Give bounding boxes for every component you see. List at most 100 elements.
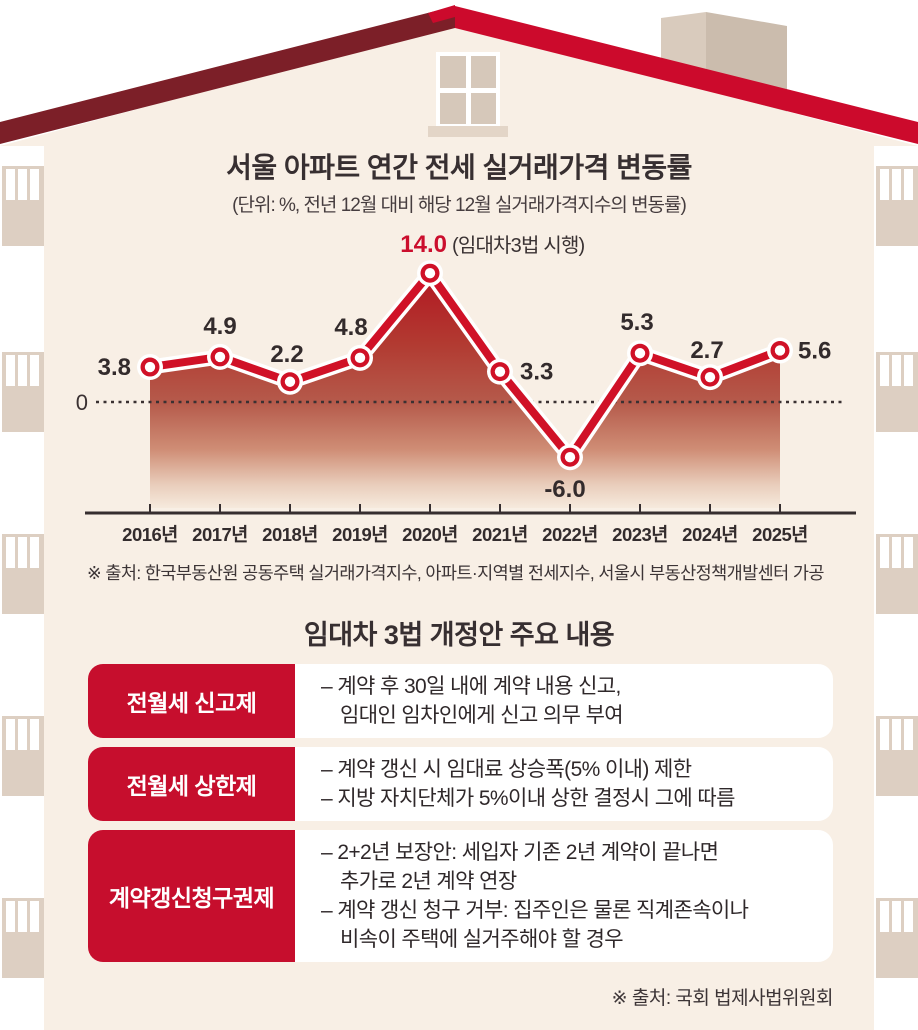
law-table-row-content: – 계약 갱신 시 임대료 상승폭(5% 이내) 제한 – 지방 자치단체가 5%… (295, 747, 743, 821)
building-window-pane (892, 901, 901, 932)
law-table-row-label: 전월세 신고제 (88, 664, 295, 738)
zero-axis-label: 0 (76, 390, 88, 415)
apartment-building-icon (876, 352, 918, 432)
law-table-row-label: 전월세 상한제 (88, 747, 295, 821)
data-point-value-label: 4.9 (203, 313, 236, 340)
x-axis-tick-label: 2022년 (542, 524, 598, 545)
data-point-value-label: 3.8 (98, 354, 131, 381)
building-window-pane (30, 719, 39, 750)
law-table-content-line: 추가로 2년 계약 연장 (340, 870, 517, 893)
building-window-pane (6, 901, 15, 932)
building-window-pane (904, 719, 913, 750)
law-table-content-line: 비속이 주택에 실거주해야 할 경우 (340, 928, 624, 951)
house-window-icon (436, 52, 500, 128)
apartment-building-icon (876, 166, 918, 246)
building-window-pane (6, 169, 15, 200)
building-window-pane (892, 719, 901, 750)
law-summary-table: 전월세 신고제 – 계약 후 30일 내에 계약 내용 신고, 임대인 임차인에게 … (88, 664, 833, 962)
building-window-pane (904, 901, 913, 932)
building-window-pane (30, 901, 39, 932)
law-table-content-line: 임대인 임차인에게 신고 의무 부여 (340, 704, 624, 727)
data-point-center (354, 352, 366, 364)
x-axis-tick-label: 2017년 (192, 524, 248, 545)
building-window-pane (18, 901, 27, 932)
data-point-center (494, 366, 506, 377)
data-point-value-label: 3.3 (520, 359, 553, 386)
data-point-center (704, 371, 716, 383)
x-axis-tick-label: 2025년 (752, 524, 808, 545)
x-axis-tick-label: 2016년 (122, 524, 178, 545)
window-pane (440, 56, 466, 88)
x-axis-tick-label: 2023년 (612, 524, 668, 545)
chart-area-fill (150, 273, 780, 508)
chart-title: 서울 아파트 연간 전세 실거래가격 변동률 (226, 152, 692, 183)
law-table-row: 전월세 신고제 – 계약 후 30일 내에 계약 내용 신고, 임대인 임차인에게 … (88, 664, 833, 738)
building-window-pane (880, 719, 889, 750)
roof-right-band (455, 6, 918, 144)
law-table-row: 계약갱신청구권제 – 2+2년 보장안: 세입자 기존 2년 계약이 끝나면 추가로… (88, 830, 833, 962)
building-window-pane (892, 537, 901, 568)
law-table-content-line: – 지방 자치단체가 5%이내 상한 결정시 그에 따름 (321, 787, 735, 810)
apartment-building-icon (2, 166, 44, 246)
building-window-pane (904, 169, 913, 200)
apartment-building-icon (2, 898, 44, 978)
x-axis-tick-label: 2020년 (402, 524, 458, 545)
x-axis-tick-label: 2024년 (682, 524, 738, 545)
data-point-center (424, 268, 436, 279)
data-point-center (214, 351, 226, 363)
building-window-pane (904, 537, 913, 568)
apartment-building-icon (2, 352, 44, 432)
building-window-pane (880, 355, 889, 386)
building-window-pane (6, 719, 15, 750)
building-window-pane (30, 537, 39, 568)
building-window-pane (892, 169, 901, 200)
data-point-value-label: 5.6 (798, 337, 831, 364)
data-point-value-label: -6.0 (544, 476, 585, 503)
x-axis-tick-label: 2018년 (262, 524, 318, 545)
table-title: 임대차 3법 개정안 주요 내용 (303, 620, 615, 650)
law-table-content-line: – 계약 갱신 시 임대료 상승폭(5% 이내) 제한 (321, 758, 692, 781)
apartment-building-icon (2, 716, 44, 796)
data-point-value-label: 2.2 (270, 341, 303, 368)
data-point-center (144, 361, 156, 373)
building-window-pane (18, 355, 27, 386)
x-axis-tick-label: 2021년 (472, 524, 528, 545)
building-window-pane (30, 355, 39, 386)
window-pane (470, 56, 496, 88)
table-source-note: ※ 출처: 국회 법제사법위원회 (611, 988, 834, 1009)
data-point-value-label: 14.0 (400, 231, 447, 258)
chart-subtitle: (단위: %, 전년 12월 대비 해당 12월 실거래가격지수의 변동률) (232, 195, 687, 216)
law-table-content-line: – 계약 갱신 청구 거부: 집주인은 물론 직계존속이나 (321, 899, 749, 922)
building-window-pane (892, 355, 901, 386)
apartment-building-icon (876, 716, 918, 796)
apartment-building-icon (876, 898, 918, 978)
data-point-center (634, 348, 646, 359)
building-window-pane (880, 169, 889, 200)
apartment-building-icon (2, 534, 44, 614)
window-pane (470, 92, 496, 124)
law-table-row: 전월세 상한제 – 계약 갱신 시 임대료 상승폭(5% 이내) 제한 – 지방 자… (88, 747, 833, 821)
apartment-building-icon (876, 534, 918, 614)
x-axis-tick-label: 2019년 (332, 524, 388, 545)
data-point-value-label: 4.8 (334, 314, 367, 341)
roof-left-band (0, 6, 455, 144)
law-table-content-line: – 계약 후 30일 내에 계약 내용 신고, (321, 675, 621, 698)
window-sill (428, 126, 508, 137)
data-point-center (564, 452, 576, 463)
law-table-row-content: – 계약 후 30일 내에 계약 내용 신고, 임대인 임차인에게 신고 의무 부… (295, 664, 631, 738)
building-window-pane (6, 355, 15, 386)
law-table-content-line: – 2+2년 보장안: 세입자 기존 2년 계약이 끝나면 (321, 841, 719, 864)
chart-line (146, 269, 784, 462)
roof-apex-cap (428, 5, 455, 23)
building-window-pane (18, 537, 27, 568)
data-point-center (284, 376, 296, 387)
data-point-center (774, 345, 786, 356)
law-table-row-label: 계약갱신청구권제 (88, 830, 295, 962)
data-point-value-label: 5.3 (620, 309, 653, 336)
data-point-value-label: 2.7 (690, 337, 723, 364)
window-pane (440, 92, 466, 124)
building-window-pane (18, 169, 27, 200)
jeonse-price-line-chart: 0 2016년 2017년 2018년 2019년 2020년 2021년 2022년 2023… (76, 231, 856, 545)
